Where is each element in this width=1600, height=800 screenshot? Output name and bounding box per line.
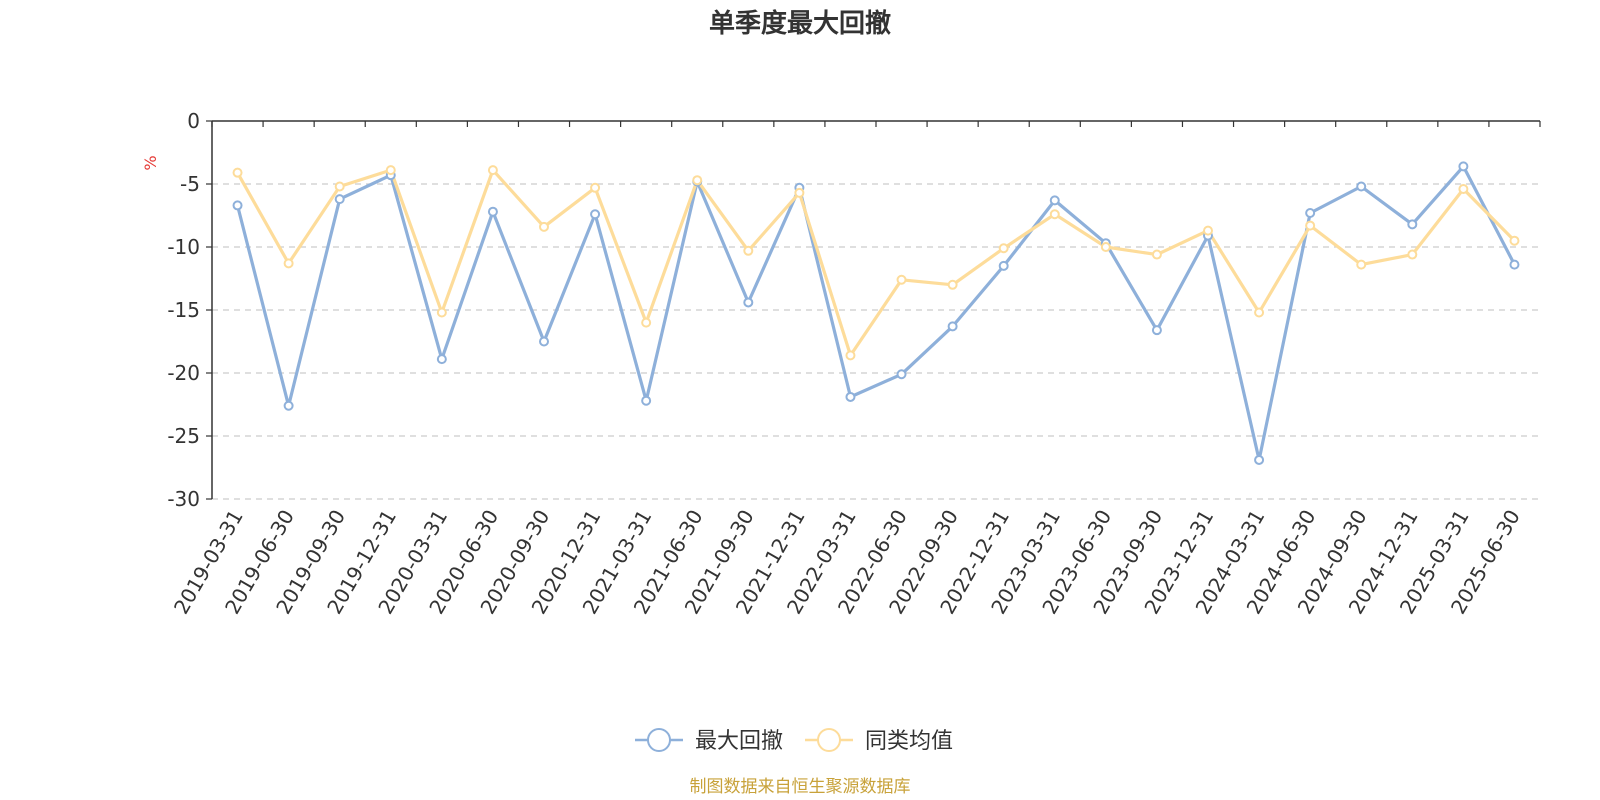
data-point[interactable] (1305, 220, 1316, 231)
legend-label: 最大回撤 (695, 729, 783, 754)
data-point[interactable] (1509, 259, 1520, 270)
legend-label: 同类均值 (865, 729, 953, 754)
data-point[interactable] (487, 206, 498, 217)
data-point[interactable] (896, 274, 907, 285)
data-point[interactable] (1049, 195, 1060, 206)
series-line-1 (236, 168, 1516, 357)
legend-item-0[interactable]: 最大回撤 (635, 728, 783, 754)
data-point[interactable] (1356, 181, 1367, 192)
data-point[interactable] (283, 400, 294, 411)
data-point[interactable] (487, 165, 498, 176)
data-point[interactable] (1458, 184, 1469, 195)
data-point[interactable] (1509, 235, 1520, 246)
data-point[interactable] (1407, 219, 1418, 230)
data-point[interactable] (1254, 307, 1265, 318)
y-tick-label: -10 (167, 235, 200, 259)
y-tick-label: 0 (187, 109, 200, 133)
data-point[interactable] (845, 391, 856, 402)
data-point[interactable] (743, 297, 754, 308)
data-point[interactable] (947, 279, 958, 290)
y-tick-label: -30 (167, 487, 200, 511)
data-point[interactable] (1407, 249, 1418, 260)
series-line-0 (235, 164, 1516, 462)
legend-marker (817, 728, 841, 752)
data-point[interactable] (1049, 209, 1060, 220)
data-point[interactable] (947, 321, 958, 332)
grid-lines (212, 183, 1540, 500)
axes (206, 120, 1541, 500)
series-lines (232, 161, 1520, 465)
y-tick-label: -25 (167, 424, 200, 448)
data-point[interactable] (692, 175, 703, 186)
y-tick-label: -15 (167, 298, 200, 322)
data-point[interactable] (232, 167, 243, 178)
data-point[interactable] (641, 395, 652, 406)
data-point[interactable] (794, 187, 805, 198)
data-point[interactable] (1356, 259, 1367, 270)
data-point[interactable] (845, 350, 856, 361)
data-point[interactable] (641, 317, 652, 328)
legend-item-1[interactable]: 同类均值 (805, 728, 953, 754)
data-point[interactable] (334, 181, 345, 192)
data-point[interactable] (1305, 207, 1316, 218)
data-point[interactable] (1458, 161, 1469, 172)
data-point[interactable] (1151, 325, 1162, 336)
data-point[interactable] (998, 243, 1009, 254)
data-point[interactable] (896, 369, 907, 380)
data-point[interactable] (334, 194, 345, 205)
data-point[interactable] (743, 245, 754, 256)
legend-marker (647, 728, 671, 752)
data-point[interactable] (385, 165, 396, 176)
source-note: 制图数据来自恒生聚源数据库 (690, 777, 911, 797)
data-point[interactable] (998, 260, 1009, 271)
data-point[interactable] (1151, 249, 1162, 260)
data-point[interactable] (539, 221, 549, 232)
data-point[interactable] (436, 307, 447, 318)
y-tick-labels: 0 -5 -10 -15 -20 -25 -30 (167, 109, 200, 511)
legend[interactable]: 最大回撤 同类均值 (635, 728, 953, 754)
y-tick-label: -20 (167, 361, 200, 385)
data-point[interactable] (1203, 225, 1213, 236)
x-tick-labels: 2019-03-312019-06-302019-09-302019-12-31… (169, 506, 1525, 619)
chart-title: 单季度最大回撤 (709, 8, 891, 39)
y-axis-unit-label: % (141, 155, 160, 170)
y-tick-label: -5 (180, 172, 200, 196)
data-point[interactable] (539, 336, 549, 347)
data-point[interactable] (590, 182, 601, 193)
data-point[interactable] (1100, 242, 1111, 252)
data-point[interactable] (232, 200, 243, 211)
data-point[interactable] (590, 209, 601, 220)
data-point[interactable] (1254, 454, 1265, 465)
data-point[interactable] (283, 258, 294, 269)
data-point[interactable] (436, 354, 447, 365)
